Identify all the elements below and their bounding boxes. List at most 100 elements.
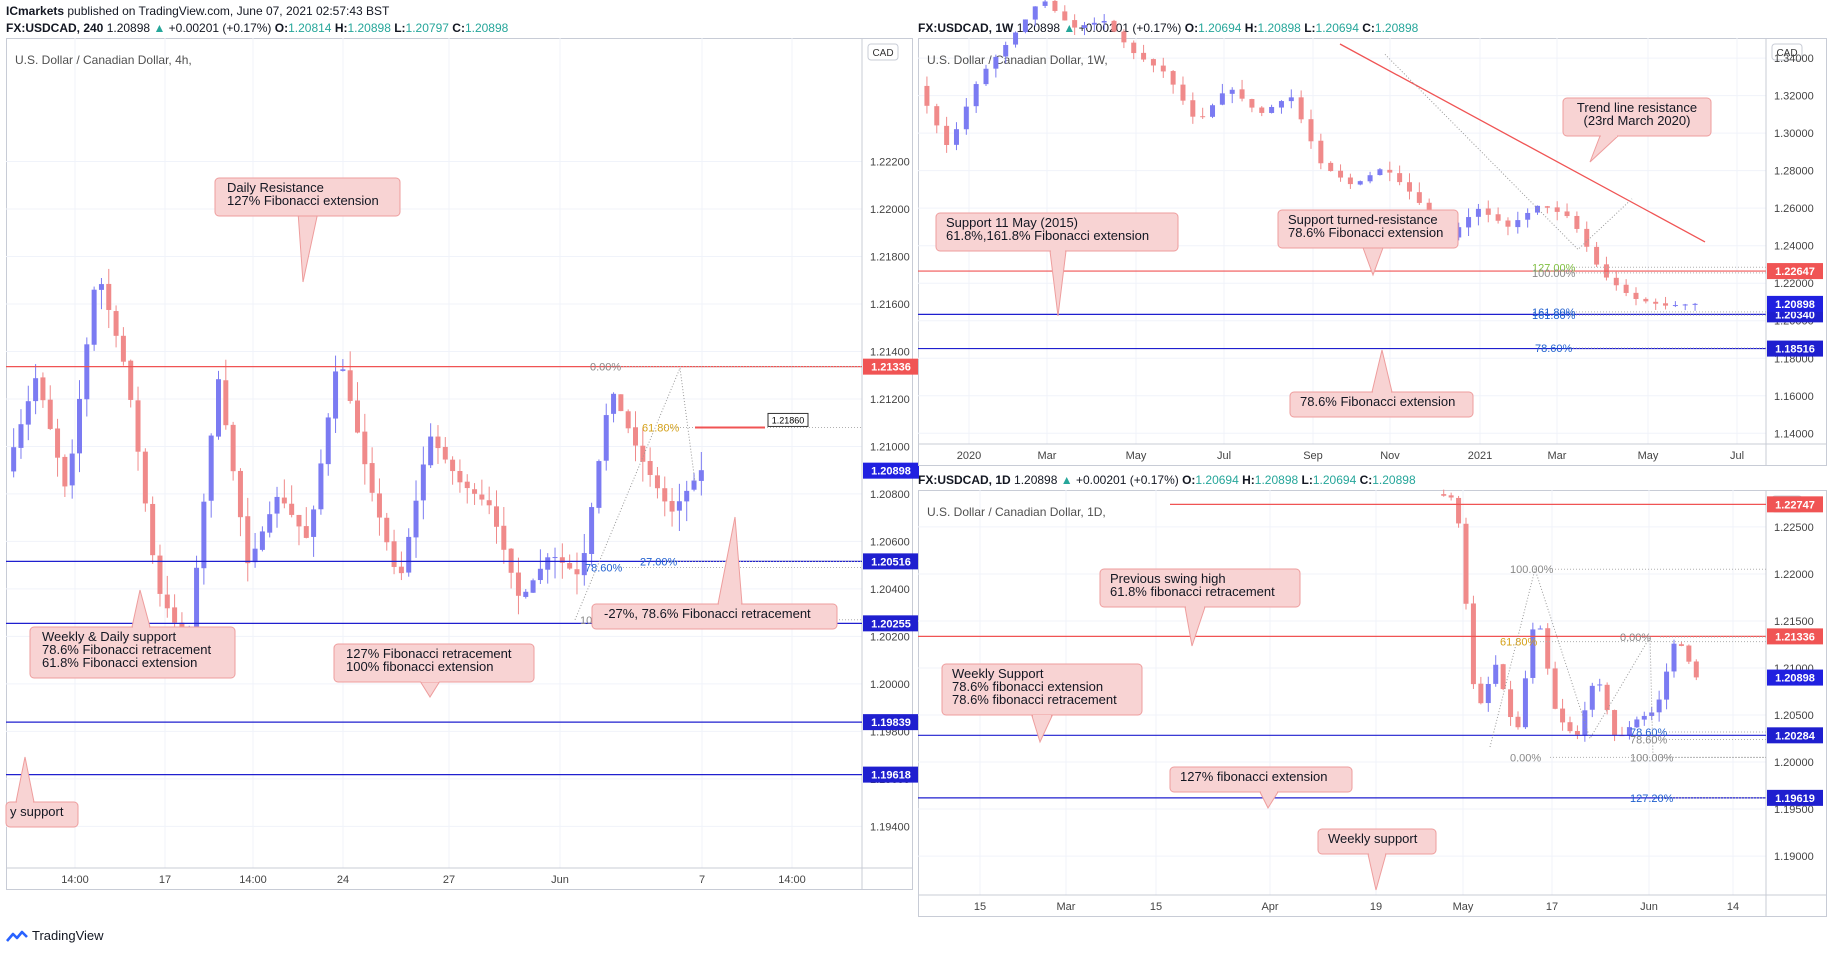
w1-candle — [983, 64, 989, 86]
h4-candle — [230, 421, 236, 481]
chart-panel-h4[interactable]: U.S. Dollar / Canadian Dollar, 4h, CAD 1.2… — [5, 38, 919, 890]
svg-text:1.20898: 1.20898 — [871, 466, 911, 478]
h4-candle — [318, 449, 324, 515]
w1-candle — [1062, 5, 1068, 21]
h4-candle — [369, 447, 375, 502]
w1-candle — [1121, 29, 1127, 49]
price-label: 1.22747 — [1767, 496, 1823, 513]
w1-candle — [1475, 203, 1481, 226]
x-tick-label: 19 — [1370, 901, 1382, 913]
w1-candle — [934, 103, 940, 134]
annotation-text: 61.8% fibonacci retracement — [1110, 584, 1275, 599]
w1-candle — [1249, 98, 1255, 113]
chart-panel-w1[interactable]: U.S. Dollar / Canadian Dollar, 1W, CAD1.3… — [918, 0, 1827, 466]
h4-candle — [201, 493, 207, 585]
svg-text:1.21860: 1.21860 — [772, 415, 805, 425]
h4-candle — [501, 507, 507, 564]
legend-close: 1.20898 — [1374, 21, 1419, 35]
annotation-text: Previous swing high — [1110, 571, 1226, 586]
h4-candle — [508, 548, 514, 589]
annotation-callout[interactable]: y support — [5, 756, 79, 828]
y-tick-label: 1.20600 — [870, 536, 910, 548]
legend-open: 1.20694 — [1198, 21, 1242, 35]
h4-candle — [603, 403, 609, 471]
h4-candle — [18, 409, 24, 459]
price-label: 1.19619 — [1767, 789, 1823, 806]
d1-candle — [1626, 721, 1632, 740]
d1-candle — [1664, 663, 1670, 710]
d1-candle — [1522, 670, 1528, 730]
y-tick-label: 1.22200 — [870, 156, 910, 168]
h4-candle — [479, 479, 485, 506]
y-tick-label: 1.19400 — [870, 821, 910, 833]
y-tick-label: 1.20000 — [1774, 757, 1814, 769]
w1-candle — [1416, 182, 1422, 205]
publisher-name: ICmarkets — [6, 4, 65, 18]
annotation-text: 61.8%,161.8% Fibonacci extension — [946, 228, 1149, 243]
d1-candle — [1470, 595, 1476, 689]
annotation-callout[interactable]: Trend line resistance(23rd March 2020) — [1562, 97, 1712, 163]
h4-candle — [296, 514, 302, 546]
w1-candle — [1594, 241, 1600, 267]
w1-candle — [1397, 165, 1403, 186]
h4-candle — [428, 423, 434, 469]
w1-candle — [1042, 0, 1048, 9]
fib-level-label: 161.80% — [1532, 310, 1576, 322]
fib-level-label: 100.00% — [1510, 564, 1554, 576]
w1-candle — [1180, 76, 1186, 105]
fib-level-label: 27.00% — [640, 556, 678, 568]
legend-low: 1.20694 — [1312, 473, 1357, 487]
h4-candle — [25, 385, 31, 441]
fib-level-label: 127.20% — [1630, 793, 1674, 805]
h4-candle — [325, 413, 331, 476]
x-tick-label: May — [1126, 450, 1147, 462]
h4-candle — [376, 478, 382, 536]
trend-line[interactable] — [1339, 43, 1706, 243]
h4-candle — [581, 533, 587, 586]
annotation-text: (23rd March 2020) — [1584, 113, 1691, 128]
chart-panel-d1[interactable]: U.S. Dollar / Canadian Dollar, 1D,CAD1.2… — [918, 489, 1827, 917]
w1-candle — [1219, 83, 1225, 106]
annotation-callout[interactable]: 78.6% Fibonacci extension — [1289, 349, 1474, 418]
annotation-callout[interactable]: -27%, 78.6% Fibonacci retracement — [591, 516, 838, 630]
svg-text:1.20898: 1.20898 — [1775, 673, 1815, 685]
h4-candle — [281, 479, 287, 509]
h4-candle — [530, 578, 536, 593]
w1-candle — [1564, 203, 1570, 219]
x-tick-label: 15 — [974, 901, 986, 913]
y-tick-label: 1.21400 — [870, 346, 910, 358]
annotation-callout[interactable]: Support 11 May (2015)61.8%,161.8% Fibona… — [935, 212, 1179, 317]
h4-candle — [669, 487, 675, 527]
w1-candle — [1653, 298, 1659, 310]
annotation-text: Support turned-resistance — [1288, 212, 1438, 227]
fib-level-label: 127.00% — [1532, 262, 1576, 274]
d1-candle — [1478, 676, 1484, 705]
annotation-text: 78.6% Fibonacci extension — [1300, 394, 1455, 409]
price-label: 1.20284 — [1767, 727, 1823, 744]
currency-badge: CAD — [867, 43, 899, 61]
h4-candle — [654, 466, 660, 499]
y-tick-label: 1.20400 — [870, 584, 910, 596]
annotation-callout[interactable]: Weekly support — [1317, 828, 1437, 891]
d1-candle — [1560, 698, 1566, 731]
w1-candle — [1298, 90, 1304, 124]
legend-low: 1.20694 — [1315, 21, 1359, 35]
h4-candle — [223, 359, 229, 430]
d1-candle — [1671, 639, 1677, 678]
y-tick-label: 1.34000 — [1774, 53, 1814, 65]
svg-text:1.22747: 1.22747 — [1775, 499, 1815, 511]
h4-candle — [515, 557, 521, 615]
annotation-text: Support 11 May (2015) — [946, 215, 1078, 230]
annotation-callout[interactable]: 127% fibonacci extension — [1169, 766, 1353, 810]
fib-level-label: 61.80% — [1500, 637, 1538, 649]
h4-candle — [640, 428, 646, 482]
h4-candle — [486, 486, 492, 515]
d1-candle — [1441, 489, 1447, 497]
